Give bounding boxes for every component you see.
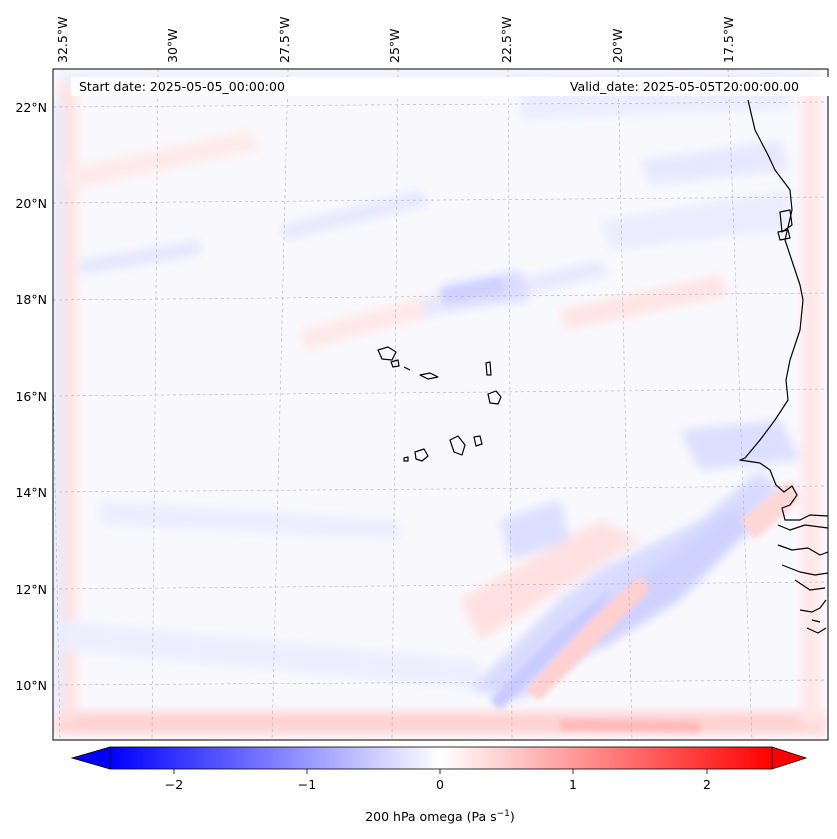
lon-label-25w: 25°W <box>387 28 402 63</box>
colorbar-tick-1: 1 <box>569 777 577 792</box>
colorbar-title: 200 hPa omega (Pa s−1) <box>365 809 515 824</box>
colorbar-high-extend <box>771 746 808 770</box>
colorbar-tick-minus-1: −1 <box>298 777 316 792</box>
lat-label-20n: 20°N <box>15 196 47 211</box>
lon-label-32-5w: 32.5°W <box>55 17 70 63</box>
coastline <box>377 99 828 634</box>
longitude-labels: 32.5°W 30°W 27.5°W 25°W 22.5°W 20°W 17.5… <box>55 17 736 63</box>
colorbar-tick-minus-2: −2 <box>165 777 183 792</box>
lon-label-20w: 20°W <box>610 28 625 63</box>
date-label-box <box>71 77 837 96</box>
colorbar: −2 −1 0 1 2 200 hPa omega (Pa s−1) <box>70 746 808 824</box>
colorbar-tick-0: 0 <box>436 777 444 792</box>
lat-label-14n: 14°N <box>15 485 47 500</box>
valid-date-label: Valid_date: 2025-05-05T20:00:00.00 <box>570 79 799 94</box>
lat-label-22n: 22°N <box>15 100 47 115</box>
lon-label-27-5w: 27.5°W <box>277 17 292 63</box>
lat-label-18n: 18°N <box>15 292 47 307</box>
colorbar-tick-2: 2 <box>703 777 711 792</box>
latitude-labels: 22°N 20°N 18°N 16°N 14°N 12°N 10°N <box>15 100 47 693</box>
lon-label-17-5w: 17.5°W <box>721 17 736 63</box>
graticule <box>53 69 828 740</box>
lat-label-10n: 10°N <box>15 678 47 693</box>
omega-field <box>53 69 828 740</box>
colorbar-gradient <box>109 746 773 770</box>
colorbar-low-extend <box>70 746 111 770</box>
lon-label-22-5w: 22.5°W <box>499 17 514 63</box>
lat-label-12n: 12°N <box>15 582 47 597</box>
lat-label-16n: 16°N <box>15 389 47 404</box>
map-frame <box>52 68 829 741</box>
lon-label-30w: 30°W <box>165 28 180 63</box>
start-date-label: Start date: 2025-05-05_00:00:00 <box>79 79 285 94</box>
